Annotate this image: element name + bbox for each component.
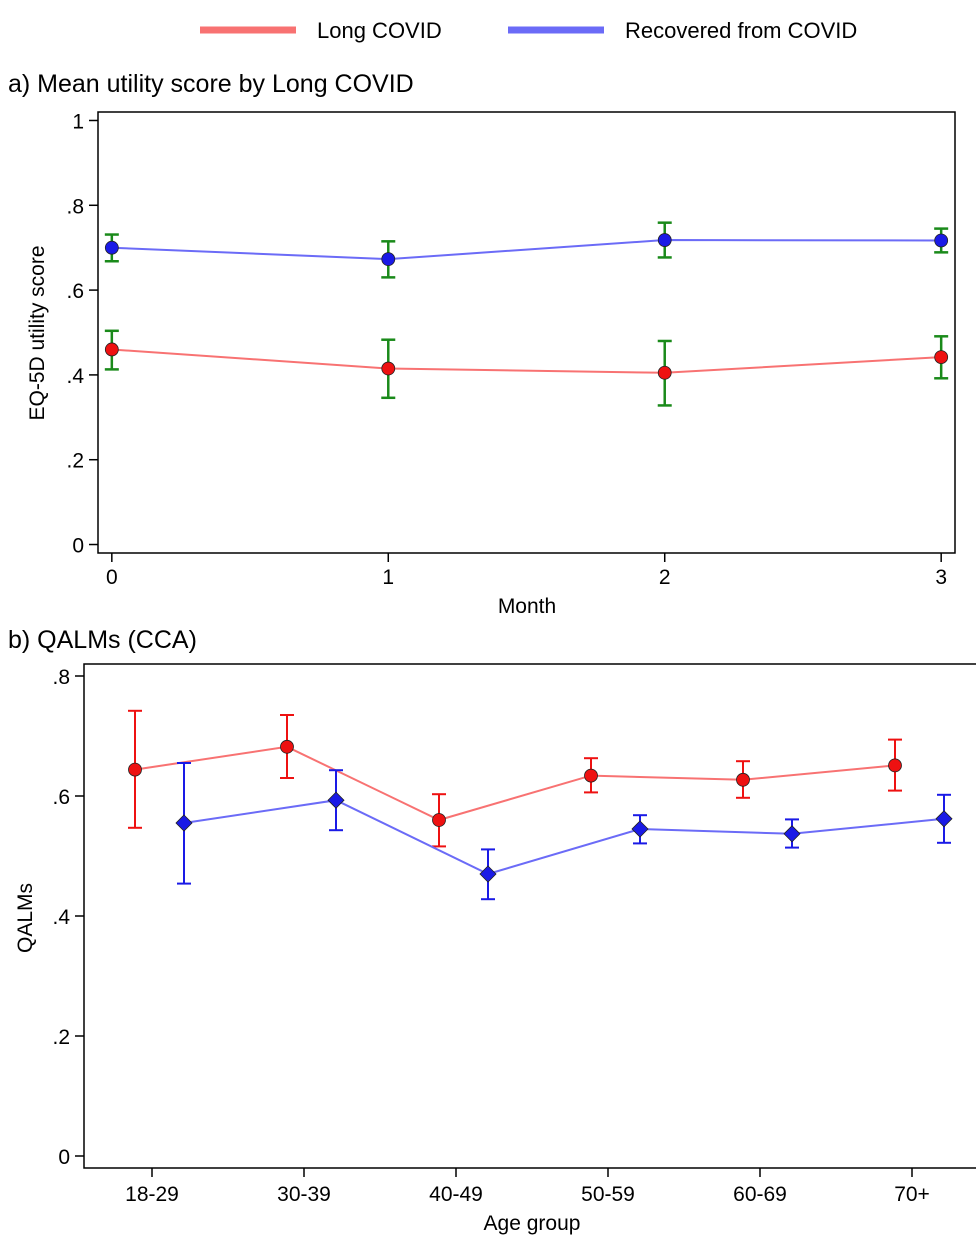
panel-b-x-axis: 18-29 30-39 40-49 50-59 60-69 70+ xyxy=(125,1168,930,1206)
panel-b-point-long-covid xyxy=(888,758,902,773)
panel-a-point-long-covid xyxy=(934,350,949,364)
panel-b-title: b) QALMs (CCA) xyxy=(8,626,197,654)
panel-b-point-recovered-from-covid xyxy=(327,791,345,809)
legend-label-recovered: Recovered from COVID xyxy=(625,18,857,43)
panel-a-y-tick-label: .6 xyxy=(66,280,84,303)
panel-a: a) Mean utility score by Long COVID 0 .2.… xyxy=(8,70,956,618)
panel-a-y-tick-label: 1 xyxy=(72,110,84,133)
panel-a-ylabel: EQ-5D utility score xyxy=(26,245,49,420)
panel-a-x-tick-label: 1 xyxy=(382,566,394,589)
legend: Long COVID Recovered from COVID xyxy=(200,18,857,43)
panel-b-point-long-covid xyxy=(280,739,294,754)
panel-a-x-tick-label: 3 xyxy=(935,566,947,589)
panel-b-y-tick-label: .8 xyxy=(52,666,70,689)
panel-b-y-tick-label: .2 xyxy=(52,1026,70,1049)
panel-b-x-tick-label: 50-59 xyxy=(581,1183,635,1206)
panel-a-y-tick-label: .2 xyxy=(66,450,84,473)
panel-b-plot-area xyxy=(83,663,976,1169)
panel-b-point-recovered-from-covid xyxy=(631,820,649,838)
panel-b: b) QALMs (CCA) 0 .2 .4 .6 .8 18-29 30-39 40-49… xyxy=(8,626,976,1235)
panel-b-marks xyxy=(128,709,953,901)
panel-a-x-axis: 0 1 2 3 xyxy=(106,553,947,589)
legend-label-long-covid: Long COVID xyxy=(317,18,442,43)
panel-a-point-long-covid xyxy=(104,342,119,357)
panel-b-y-axis: 0 .2 .4 .6 .8 xyxy=(52,666,84,1169)
panel-a-title: a) Mean utility score by Long COVID xyxy=(8,70,414,98)
panel-a-x-tick-label: 2 xyxy=(659,566,671,589)
panel-a-point-recovered-from-covid xyxy=(657,233,672,247)
panel-a-xlabel: Month xyxy=(498,595,556,618)
panel-a-point-recovered-from-covid xyxy=(381,252,396,267)
panel-b-ylabel: QALMs xyxy=(14,883,37,953)
panel-a-plot-area xyxy=(97,111,956,554)
panel-b-point-recovered-from-covid xyxy=(783,825,801,843)
panel-a-y-tick-label: 0 xyxy=(72,535,84,558)
panel-b-y-tick-label: .4 xyxy=(52,906,70,929)
panel-b-point-long-covid xyxy=(128,762,142,777)
panel-b-x-tick-label: 70+ xyxy=(894,1183,930,1206)
panel-b-x-tick-label: 18-29 xyxy=(125,1183,179,1206)
panel-b-point-long-covid xyxy=(432,813,446,827)
panel-a-marks xyxy=(104,221,949,407)
panel-b-point-recovered-from-covid xyxy=(175,814,193,832)
panel-b-line-long-covid xyxy=(134,745,896,822)
panel-a-line-recovered-from-covid xyxy=(111,239,942,261)
panel-a-point-recovered-from-covid xyxy=(104,240,119,255)
panel-b-line-recovered-from-covid xyxy=(183,799,945,876)
panel-a-y-tick-label: .8 xyxy=(66,195,84,218)
panel-b-point-recovered-from-covid xyxy=(479,865,497,883)
panel-b-y-tick-label: 0 xyxy=(58,1146,70,1169)
panel-b-xlabel: Age group xyxy=(484,1212,581,1235)
panel-b-y-tick-label: .6 xyxy=(52,786,70,809)
panel-b-x-tick-label: 60-69 xyxy=(733,1183,787,1206)
panel-a-point-long-covid xyxy=(381,361,396,376)
panel-b-point-long-covid xyxy=(736,772,750,787)
panel-b-x-tick-label: 30-39 xyxy=(277,1183,331,1206)
panel-b-point-long-covid xyxy=(584,768,598,783)
panel-a-x-tick-label: 0 xyxy=(106,566,118,589)
panel-a-y-axis: 0 .2 .4 .6 .8 1 xyxy=(66,110,98,558)
panel-b-x-tick-label: 40-49 xyxy=(429,1183,483,1206)
panel-a-point-long-covid xyxy=(657,365,672,380)
panel-a-line-long-covid xyxy=(111,348,942,374)
panel-a-point-recovered-from-covid xyxy=(934,233,949,248)
panel-b-point-recovered-from-covid xyxy=(935,810,953,828)
panel-a-y-tick-label: .4 xyxy=(66,365,84,388)
